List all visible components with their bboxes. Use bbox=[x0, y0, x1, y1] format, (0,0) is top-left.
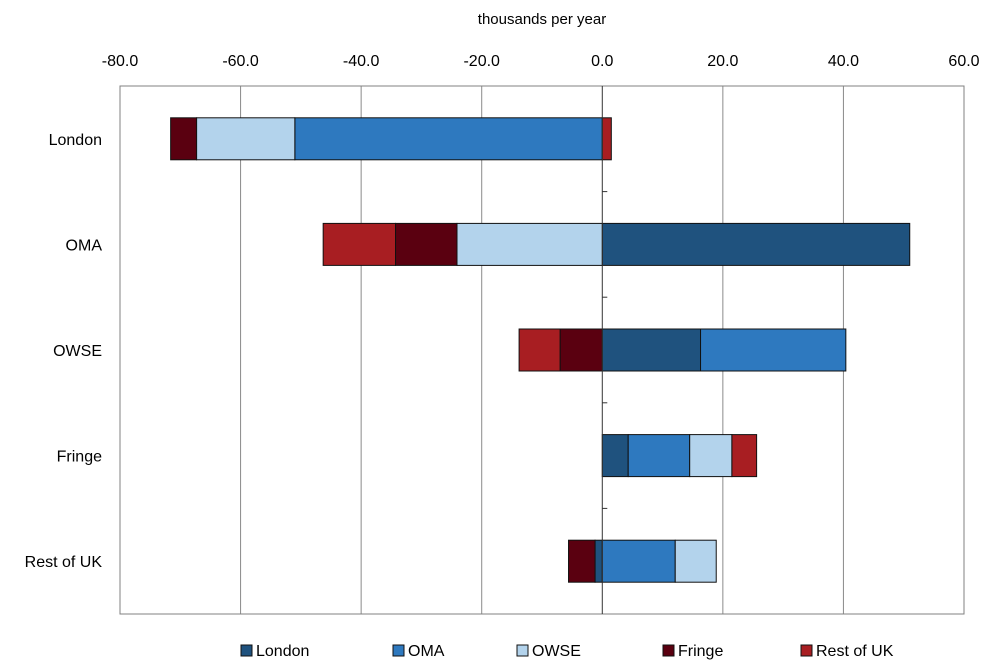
bar-oma-rest-of-uk bbox=[322, 222, 397, 266]
x-tick-label: 20.0 bbox=[707, 53, 738, 70]
legend-item-fringe: Fringe bbox=[662, 643, 723, 660]
bar-oma-owse bbox=[456, 222, 603, 266]
bar-fringe-london bbox=[601, 434, 629, 478]
legend-swatch bbox=[516, 644, 529, 657]
bar-rest-of-uk-owse bbox=[674, 539, 717, 583]
zero-axis bbox=[601, 86, 608, 614]
category-label-rest-of-uk: Rest of UK bbox=[25, 554, 103, 571]
category-label-oma: OMA bbox=[66, 237, 103, 254]
plot-area bbox=[119, 85, 965, 615]
x-tick-label: -20.0 bbox=[463, 53, 500, 70]
legend-label: OWSE bbox=[532, 643, 581, 660]
bar-fringe-oma bbox=[627, 434, 691, 478]
bars bbox=[170, 117, 911, 583]
bar-fringe-owse bbox=[689, 434, 733, 478]
legend-swatch bbox=[800, 644, 813, 657]
legend: London OMA OWSE Fringe Rest of UK bbox=[240, 643, 894, 660]
bar-owse-rest-of-uk bbox=[518, 328, 561, 372]
bar-rest-of-uk-fringe bbox=[568, 539, 596, 583]
legend-item-london: London bbox=[240, 643, 309, 660]
x-tick-label: 0.0 bbox=[591, 53, 613, 70]
bar-london-fringe bbox=[170, 117, 198, 161]
bar-rest-of-uk-london bbox=[594, 539, 603, 583]
legend-swatch bbox=[240, 644, 253, 657]
legend-label: London bbox=[256, 643, 309, 660]
x-tick-label: -60.0 bbox=[222, 53, 259, 70]
category-label-london: London bbox=[49, 132, 102, 149]
x-tick-label: -80.0 bbox=[102, 53, 139, 70]
bar-london-rest-of-uk bbox=[601, 117, 612, 161]
bar-owse-london bbox=[601, 328, 702, 372]
x-tick-label: -40.0 bbox=[343, 53, 380, 70]
bar-london-oma bbox=[294, 117, 603, 161]
category-labels: London OMA OWSE Fringe Rest of UK bbox=[25, 132, 103, 571]
x-axis-title: thousands per year bbox=[478, 11, 606, 28]
x-tick-label: 40.0 bbox=[828, 53, 859, 70]
x-tick-labels: -80.0 -60.0 -40.0 -20.0 0.0 20.0 40.0 60.0 bbox=[102, 53, 980, 70]
legend-item-oma: OMA bbox=[392, 643, 445, 660]
legend-swatch bbox=[392, 644, 405, 657]
legend-item-owse: OWSE bbox=[516, 643, 581, 660]
legend-item-rest-of-uk: Rest of UK bbox=[800, 643, 894, 660]
legend-label: Rest of UK bbox=[816, 643, 894, 660]
category-label-owse: OWSE bbox=[53, 343, 102, 360]
bar-fringe-rest-of-uk bbox=[731, 434, 758, 478]
bar-rest-of-uk-oma bbox=[601, 539, 676, 583]
legend-swatch bbox=[662, 644, 675, 657]
x-tick-label: 60.0 bbox=[948, 53, 979, 70]
legend-label: OMA bbox=[408, 643, 445, 660]
bar-oma-fringe bbox=[395, 222, 458, 266]
category-label-fringe: Fringe bbox=[57, 449, 102, 466]
bar-owse-fringe bbox=[559, 328, 603, 372]
bar-oma-london bbox=[601, 222, 911, 266]
legend-label: Fringe bbox=[678, 643, 723, 660]
bar-owse-oma bbox=[700, 328, 847, 372]
bar-london-owse bbox=[196, 117, 296, 161]
